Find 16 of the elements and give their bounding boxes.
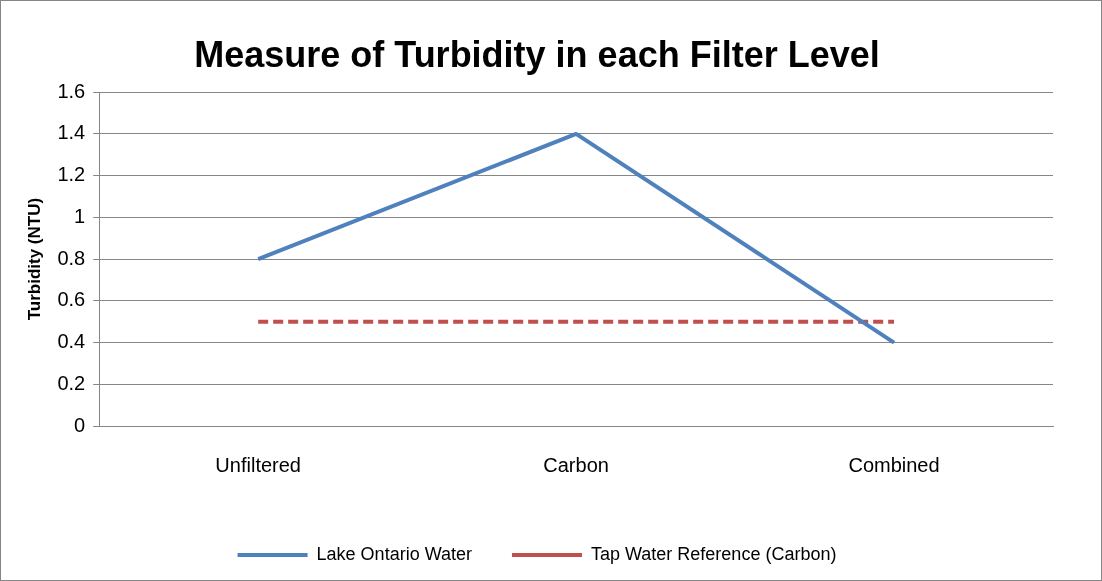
legend-label: Tap Water Reference (Carbon) xyxy=(590,543,837,564)
x-tick-label: Carbon xyxy=(543,453,609,476)
y-tick-label: 0.4 xyxy=(57,330,86,353)
x-tick-label: Unfiltered xyxy=(215,453,301,476)
y-tick-label: 1.2 xyxy=(57,163,86,186)
chart-title: Measure of Turbidity in each Filter Level xyxy=(194,33,880,75)
y-tick-label: 0 xyxy=(74,413,86,436)
y-tick-label: 0.2 xyxy=(57,371,86,394)
y-tick-label: 1 xyxy=(74,204,86,227)
x-tick-label: Combined xyxy=(848,453,940,476)
y-tick-label: 0.8 xyxy=(57,246,86,269)
y-tick-label: 1.6 xyxy=(57,79,86,102)
legend-label: Lake Ontario Water xyxy=(316,543,472,564)
y-tick-label: 1.4 xyxy=(57,121,86,144)
y-axis-title: Turbidity (NTU) xyxy=(24,197,44,321)
y-tick-label: 0.6 xyxy=(57,288,86,311)
